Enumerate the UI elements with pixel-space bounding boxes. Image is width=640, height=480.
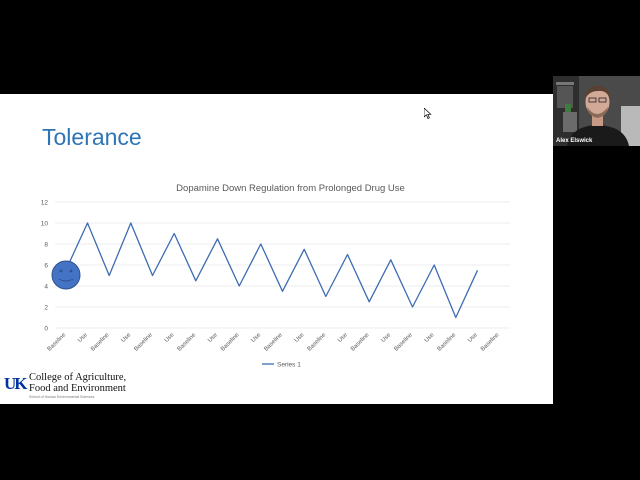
y-tick-label: 10 — [41, 221, 49, 228]
participant-video-tile[interactable]: Alex Elswick — [553, 76, 640, 146]
x-tick-label: Baseline — [263, 332, 284, 353]
x-tick-label: Baseline — [220, 332, 241, 353]
x-tick-label: Baseline — [90, 332, 111, 353]
y-tick-label: 6 — [44, 263, 48, 270]
x-tick-label: Use — [337, 332, 349, 344]
logo-line-2: Food and Environment — [29, 383, 126, 394]
x-tick-label: Use — [250, 332, 262, 344]
x-tick-label: Use — [77, 332, 89, 344]
x-tick-label: Baseline — [437, 332, 458, 353]
participant-video — [553, 76, 640, 146]
series-line — [65, 222, 479, 319]
x-tick-label: Use — [294, 332, 306, 344]
x-tick-label: Baseline — [480, 332, 501, 353]
x-tick-label: Baseline — [393, 332, 414, 353]
legend-label: Series 1 — [277, 361, 301, 368]
x-tick-label: Use — [380, 332, 392, 344]
x-tick-label: Use — [467, 332, 479, 344]
mouse-pointer-icon — [424, 108, 432, 119]
chart: Dopamine Down Regulation from Prolonged … — [41, 183, 510, 368]
y-tick-label: 2 — [44, 305, 48, 312]
college-logo: UK College of Agriculture, Food and Envi… — [4, 372, 154, 400]
participant-name: Alex Elswick — [556, 138, 593, 144]
uk-logo-icon: UK — [4, 374, 27, 393]
x-tick-label: Baseline — [177, 332, 198, 353]
slide: Tolerance Dopamine Down Regulation from … — [0, 94, 553, 404]
chart-title: Dopamine Down Regulation from Prolonged … — [176, 183, 405, 194]
slide-title: Tolerance — [42, 124, 142, 150]
x-tick-label: Baseline — [350, 332, 371, 353]
y-tick-label: 4 — [44, 284, 48, 291]
x-tick-label: Baseline — [47, 332, 68, 353]
y-tick-label: 8 — [44, 242, 48, 249]
logo-subtext: School of Human Environmental Sciences — [29, 395, 95, 399]
logo-line-1: College of Agriculture, — [29, 372, 127, 383]
y-tick-label: 12 — [41, 200, 49, 207]
smiley-face-icon — [51, 260, 81, 290]
x-tick-label: Use — [424, 332, 436, 344]
y-tick-label: 0 — [44, 326, 48, 333]
x-tick-label: Baseline — [133, 332, 154, 353]
x-tick-label: Use — [164, 332, 176, 344]
x-tick-label: Baseline — [307, 332, 328, 353]
x-tick-label: Use — [120, 332, 132, 344]
x-tick-label: Use — [207, 332, 219, 344]
